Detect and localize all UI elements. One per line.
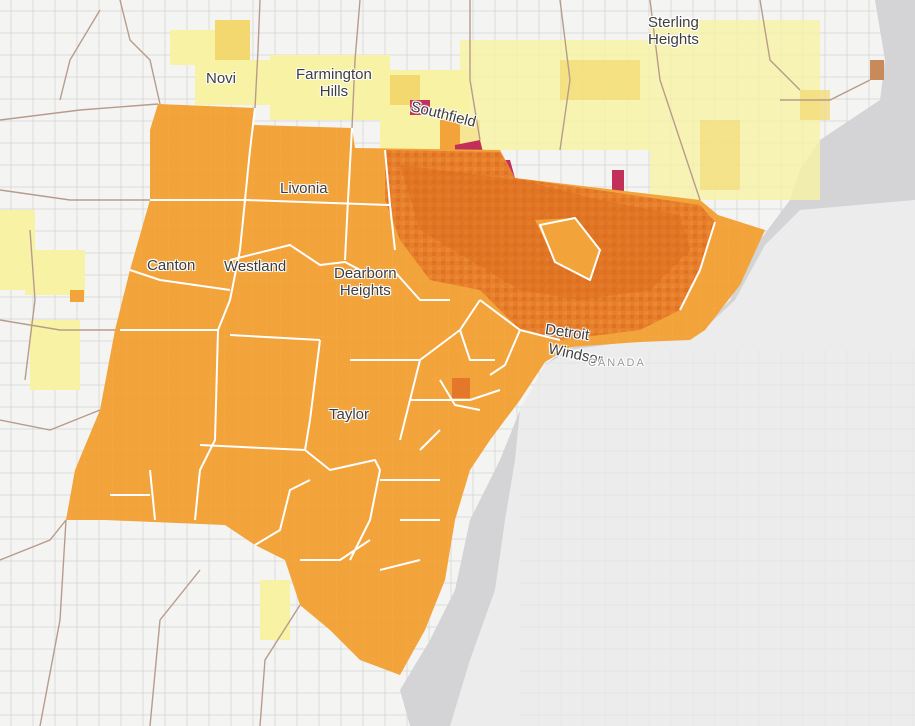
canada-roads — [520, 350, 915, 726]
city-boundaries — [110, 107, 716, 571]
north-tracts — [0, 20, 884, 640]
tract-downriver-dark — [452, 378, 470, 398]
hamtramck — [535, 218, 600, 280]
boundary-lines — [0, 0, 871, 726]
